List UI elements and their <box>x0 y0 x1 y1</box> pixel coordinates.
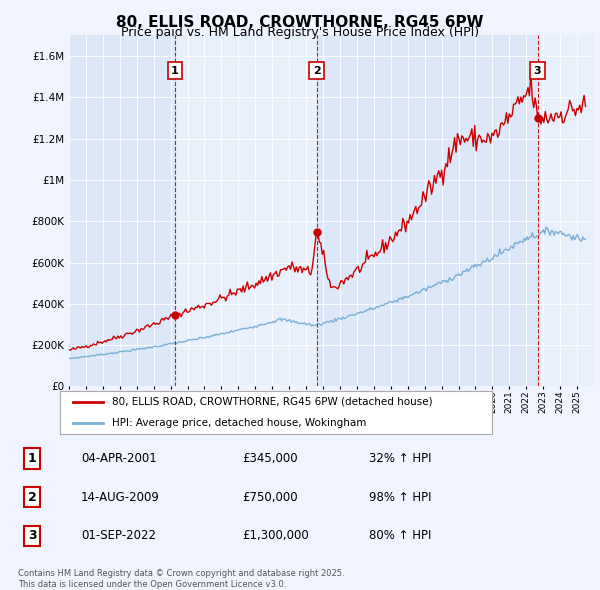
Text: 2: 2 <box>313 65 320 76</box>
Text: 2: 2 <box>28 490 37 504</box>
Text: 3: 3 <box>28 529 37 542</box>
Text: Contains HM Land Registry data © Crown copyright and database right 2025.
This d: Contains HM Land Registry data © Crown c… <box>18 569 344 589</box>
Text: Price paid vs. HM Land Registry's House Price Index (HPI): Price paid vs. HM Land Registry's House … <box>121 26 479 39</box>
Text: 1: 1 <box>28 452 37 465</box>
Text: 80% ↑ HPI: 80% ↑ HPI <box>369 529 431 542</box>
Bar <box>69 35 175 386</box>
Bar <box>317 35 538 386</box>
Text: 98% ↑ HPI: 98% ↑ HPI <box>369 490 431 504</box>
Text: 14-AUG-2009: 14-AUG-2009 <box>81 490 160 504</box>
Text: 01-SEP-2022: 01-SEP-2022 <box>81 529 156 542</box>
Text: 80, ELLIS ROAD, CROWTHORNE, RG45 6PW: 80, ELLIS ROAD, CROWTHORNE, RG45 6PW <box>116 15 484 30</box>
Bar <box>175 35 317 386</box>
Text: 04-APR-2001: 04-APR-2001 <box>81 452 157 465</box>
Text: £1,300,000: £1,300,000 <box>242 529 309 542</box>
Text: HPI: Average price, detached house, Wokingham: HPI: Average price, detached house, Woki… <box>112 418 366 428</box>
Text: 1: 1 <box>171 65 179 76</box>
Text: 3: 3 <box>534 65 541 76</box>
Text: £750,000: £750,000 <box>242 490 298 504</box>
Text: 32% ↑ HPI: 32% ↑ HPI <box>369 452 431 465</box>
Bar <box>538 35 594 386</box>
Text: £345,000: £345,000 <box>242 452 298 465</box>
Text: 80, ELLIS ROAD, CROWTHORNE, RG45 6PW (detached house): 80, ELLIS ROAD, CROWTHORNE, RG45 6PW (de… <box>112 397 433 407</box>
